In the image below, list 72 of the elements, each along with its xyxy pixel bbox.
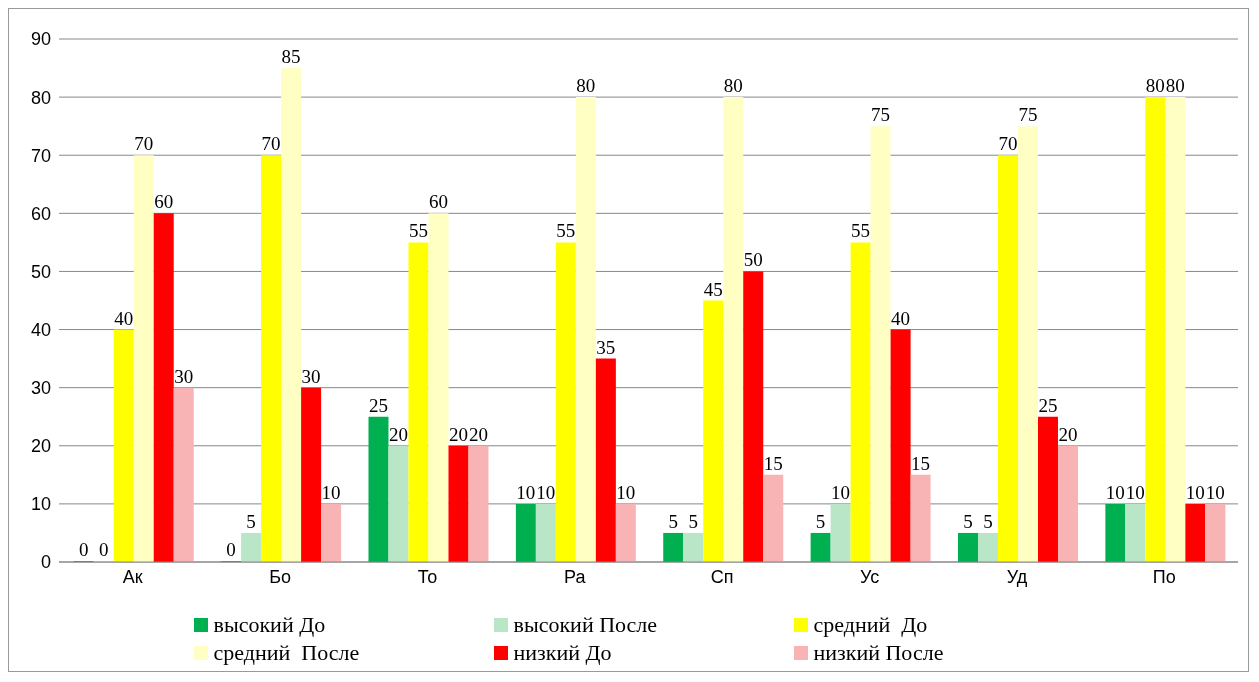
data-label: 25: [1038, 394, 1058, 416]
data-label: 0: [226, 539, 236, 560]
y-tick-label: 10: [30, 494, 51, 515]
data-label: 55: [408, 220, 428, 242]
data-label: 80: [1145, 75, 1165, 97]
x-tick-label: По: [1152, 566, 1176, 587]
data-label: 10: [1125, 481, 1145, 503]
legend-label: высокий До: [213, 612, 326, 638]
data-label: 20: [448, 423, 468, 445]
data-label: 80: [723, 75, 743, 97]
x-tick-label: Уд: [1006, 566, 1028, 587]
data-label: 70: [134, 133, 154, 155]
data-label: 80: [1165, 75, 1185, 97]
y-tick-label: 0: [40, 552, 51, 573]
data-label: 35: [596, 336, 616, 358]
y-tick-label: 70: [30, 145, 51, 166]
x-tick-label: Ак: [122, 566, 143, 587]
data-label: 15: [911, 452, 931, 474]
data-label: 20: [388, 423, 408, 445]
legend-label: средний После: [213, 640, 360, 666]
data-label: 10: [1205, 481, 1225, 503]
x-tick-label: Ус: [859, 566, 880, 587]
data-label: 20: [468, 423, 488, 445]
data-label: 10: [321, 481, 341, 503]
x-tick-label: Сп: [710, 566, 734, 587]
data-label: 0: [98, 539, 109, 560]
data-label: 55: [851, 220, 871, 242]
data-label: 80: [576, 75, 596, 97]
data-label: 0: [78, 539, 89, 560]
legend-label: низкий До: [513, 640, 612, 666]
y-tick-label: 90: [30, 29, 51, 50]
x-tick-label: Ра: [564, 566, 587, 587]
data-label: 5: [668, 510, 678, 532]
data-label: 10: [616, 481, 636, 503]
data-label: 70: [998, 133, 1018, 155]
data-label: 15: [763, 452, 783, 474]
y-tick-label: 40: [30, 319, 51, 340]
data-label: 20: [1058, 423, 1078, 445]
data-label: 75: [1018, 104, 1038, 126]
data-label: 5: [688, 510, 698, 532]
data-label: 10: [536, 481, 556, 503]
x-tick-label: Бо: [269, 566, 291, 587]
data-label: 25: [368, 394, 388, 416]
data-label: 10: [1185, 481, 1205, 503]
data-label: 55: [556, 220, 576, 242]
legend-label: низкий После: [813, 640, 944, 666]
data-label: 30: [301, 365, 321, 387]
y-tick-label: 80: [30, 87, 51, 108]
data-label: 10: [831, 481, 851, 503]
data-label: 30: [174, 365, 194, 387]
data-label: 60: [428, 191, 448, 213]
y-tick-label: 50: [30, 261, 51, 282]
data-label: 85: [281, 46, 301, 68]
legend-label: высокий После: [513, 612, 658, 638]
data-label: 40: [891, 307, 911, 329]
data-label: 10: [516, 481, 536, 503]
data-label: 45: [703, 278, 723, 300]
data-label: 40: [114, 307, 134, 329]
data-label: 5: [983, 510, 993, 532]
y-tick-label: 20: [30, 436, 51, 457]
x-tick-label: То: [417, 566, 438, 587]
data-label: 10: [1105, 481, 1125, 503]
y-tick-label: 60: [30, 203, 51, 224]
legend-label: средний До: [813, 612, 928, 638]
data-label: 70: [261, 133, 281, 155]
data-label: 5: [815, 510, 826, 532]
data-label: 50: [743, 249, 763, 271]
y-tick-label: 30: [30, 378, 51, 399]
data-label: 75: [871, 104, 891, 126]
data-label: 5: [963, 510, 973, 532]
data-label: 5: [246, 510, 256, 532]
data-label: 60: [154, 191, 174, 213]
